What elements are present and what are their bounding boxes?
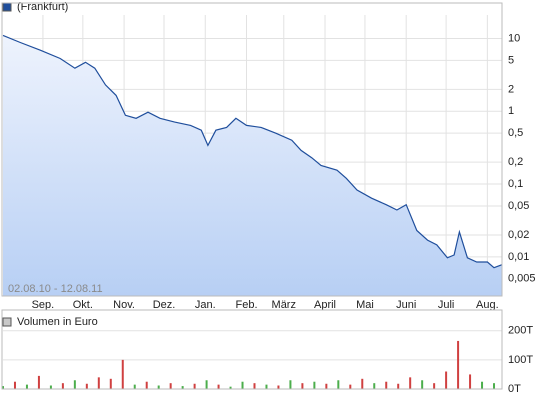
volume-bar bbox=[313, 381, 316, 389]
y-tick-label: 0T bbox=[508, 383, 521, 395]
volume-bar bbox=[13, 381, 16, 389]
volume-bar bbox=[61, 383, 64, 389]
volume-bar bbox=[121, 359, 124, 389]
volume-bar bbox=[73, 380, 76, 389]
x-tick-label: Jan. bbox=[195, 299, 216, 311]
x-tick-label: Okt. bbox=[73, 299, 93, 311]
volume-bar bbox=[169, 383, 172, 389]
x-tick-label: Juni bbox=[396, 299, 416, 311]
volume-bar bbox=[25, 384, 28, 389]
volume-bar bbox=[457, 340, 460, 389]
volume-bar bbox=[217, 384, 220, 389]
volume-bar bbox=[325, 383, 328, 389]
volume-bar bbox=[205, 380, 208, 389]
price-line bbox=[2, 34, 503, 269]
volume-bar bbox=[157, 385, 160, 389]
volume-bar bbox=[133, 384, 136, 389]
volume-bar bbox=[2, 386, 4, 389]
y-tick-label: 0,05 bbox=[508, 200, 529, 212]
y-tick-label: 0,2 bbox=[508, 156, 523, 168]
x-tick-label: Juli bbox=[438, 299, 455, 311]
volume-bar bbox=[109, 378, 112, 389]
volume-bar bbox=[277, 385, 280, 389]
x-tick-label: Nov. bbox=[113, 299, 135, 311]
volume-bar bbox=[37, 375, 40, 389]
volume-bar bbox=[373, 383, 376, 389]
volume-bar bbox=[481, 381, 484, 389]
x-tick-label: Aug. bbox=[476, 299, 499, 311]
volume-bar bbox=[97, 377, 100, 389]
x-tick-label: Dez. bbox=[153, 299, 176, 311]
volume-bar bbox=[289, 380, 292, 389]
volume-bar bbox=[445, 371, 448, 389]
volume-bar bbox=[301, 383, 304, 389]
legend-label: (Frankfurt) bbox=[17, 1, 68, 13]
volume-bar bbox=[181, 386, 184, 389]
date-range: 02.08.10 - 12.08.11 bbox=[8, 283, 103, 295]
volume-bar bbox=[337, 380, 340, 389]
volume-bar bbox=[253, 383, 256, 389]
y-tick-label: 100T bbox=[508, 354, 533, 366]
volume-bar bbox=[145, 381, 148, 389]
legend-swatch bbox=[2, 2, 12, 12]
volume-bar bbox=[493, 383, 496, 389]
x-tick-label: März bbox=[272, 299, 296, 311]
volume-bar bbox=[397, 383, 400, 389]
volume-bar bbox=[85, 383, 88, 389]
volume-bar bbox=[469, 374, 472, 389]
volume-bar bbox=[421, 380, 424, 389]
area-fill bbox=[3, 35, 502, 297]
volume-bar bbox=[241, 381, 244, 389]
volume-bar bbox=[385, 381, 388, 389]
y-tick-label: 0,1 bbox=[508, 178, 523, 190]
volume-bar bbox=[49, 385, 52, 389]
x-tick-label: Sep. bbox=[32, 299, 55, 311]
x-tick-label: April bbox=[314, 299, 336, 311]
plot-frame bbox=[1, 309, 503, 390]
y-tick-label: 0,005 bbox=[508, 273, 536, 285]
volume-bar bbox=[193, 383, 196, 389]
y-tick-label: 10 bbox=[508, 32, 520, 44]
x-tick-label: Feb. bbox=[236, 299, 258, 311]
volume-bar bbox=[433, 383, 436, 389]
y-tick-label: 0,01 bbox=[508, 251, 529, 263]
y-tick-label: 1 bbox=[508, 105, 514, 117]
legend-swatch bbox=[2, 317, 12, 327]
y-tick-label: 5 bbox=[508, 54, 514, 66]
plot-frame bbox=[1, 2, 503, 297]
volume-bar bbox=[265, 384, 268, 389]
y-tick-label: 0,5 bbox=[508, 127, 523, 139]
volume-bar bbox=[229, 386, 232, 389]
volume-bar bbox=[409, 377, 412, 389]
volume-bar bbox=[361, 378, 364, 389]
legend-label: Volumen in Euro bbox=[17, 316, 98, 328]
y-tick-label: 2 bbox=[508, 83, 514, 95]
volume-bar bbox=[349, 384, 352, 389]
y-tick-label: 200T bbox=[508, 325, 533, 337]
y-tick-label: 0,02 bbox=[508, 229, 529, 241]
x-tick-label: Mai bbox=[356, 299, 374, 311]
